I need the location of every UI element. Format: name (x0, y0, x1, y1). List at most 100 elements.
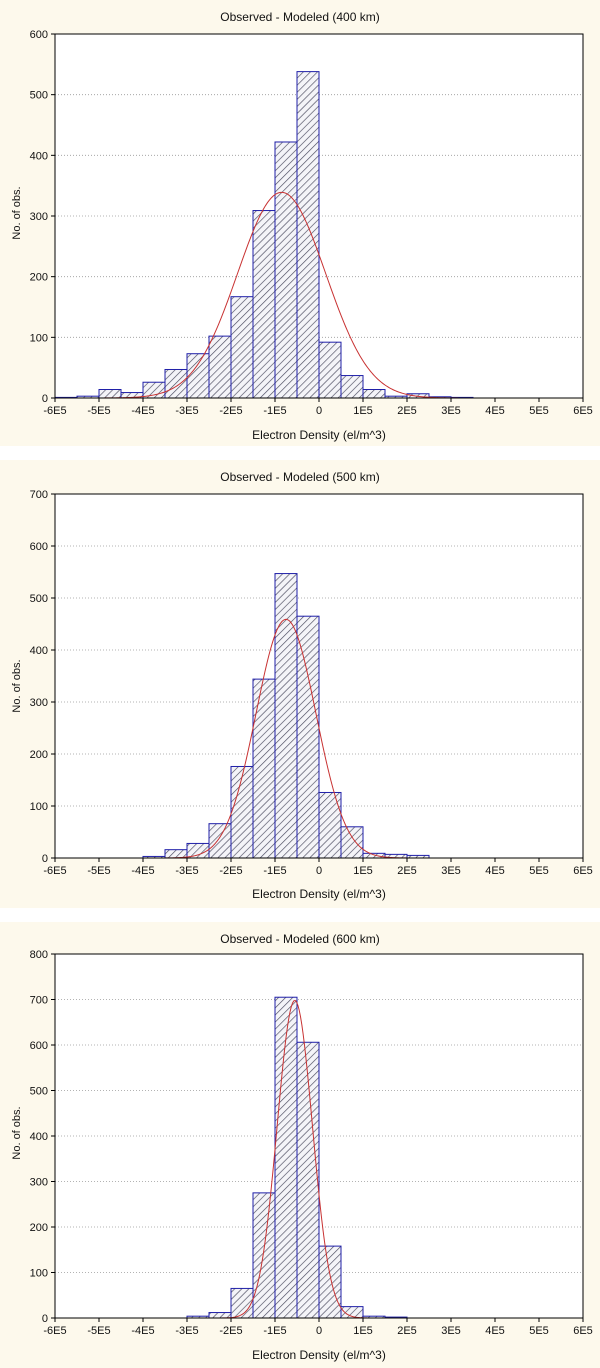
x-tick-label: -5E5 (87, 405, 110, 417)
chart-title: Observed - Modeled (400 km) (220, 10, 380, 24)
x-tick-label: 2E5 (397, 405, 417, 417)
x-tick-label: -2E5 (219, 865, 242, 877)
x-tick-label: 4E5 (485, 1325, 505, 1337)
x-tick-label: -2E5 (219, 1325, 242, 1337)
x-tick-label: 3E5 (441, 405, 461, 417)
x-tick-label: 0 (316, 865, 322, 877)
x-tick-label: 1E5 (353, 1325, 373, 1337)
y-tick-label: 600 (30, 29, 48, 41)
histogram-bar (142, 381, 166, 399)
histogram-bar (208, 335, 232, 399)
x-axis-label: Electron Density (el/m^3) (252, 1348, 386, 1362)
chart-title: Observed - Modeled (600 km) (220, 932, 380, 946)
histogram-bar (252, 210, 276, 399)
histogram-bar (230, 1287, 254, 1319)
histogram-bar (318, 791, 342, 859)
x-tick-label: -3E5 (175, 865, 198, 877)
chart-panel-400km: Observed - Modeled (400 km) 0 100 200 300 40… (0, 0, 600, 446)
x-tick-label: 3E5 (441, 865, 461, 877)
x-tick-label: -4E5 (131, 1325, 154, 1337)
x-tick-label: 3E5 (441, 1325, 461, 1337)
x-tick-label: -1E5 (263, 1325, 286, 1337)
y-tick-label: 300 (30, 697, 48, 709)
histogram-bar (230, 296, 254, 399)
y-tick-label: 200 (30, 1222, 48, 1234)
y-tick-label: 700 (30, 995, 48, 1007)
x-tick-label: 1E5 (353, 865, 373, 877)
histogram-bar (274, 141, 298, 399)
chart-panel-600km: Observed - Modeled (600 km) 0 100 200 300 40… (0, 922, 600, 1368)
histogram-bar (252, 1192, 276, 1319)
histogram-bar (340, 375, 364, 399)
y-tick-label: 500 (30, 90, 48, 102)
histogram-bar (252, 678, 276, 859)
x-tick-label: -5E5 (87, 1325, 110, 1337)
x-tick-label: 5E5 (529, 405, 549, 417)
y-tick-label: 400 (30, 645, 48, 657)
histogram-600km: 0 100 200 300 400 500 600 700 800 -6E5 -5E5 -4E5 -3E… (30, 949, 593, 1337)
histogram-bar (208, 1312, 232, 1319)
histogram-bar (340, 826, 364, 859)
histogram-bar (362, 389, 386, 399)
chart-panel-500km: Observed - Modeled (500 km) 0 100 200 300 40… (0, 460, 600, 908)
histogram-bar (186, 842, 210, 859)
histogram-bar (208, 823, 232, 859)
y-tick-label: 100 (30, 1268, 48, 1280)
x-tick-label: 5E5 (529, 1325, 549, 1337)
histogram-400km: 0 100 200 300 400 500 600 -6E5 -5E5 -4E5 -3E5 -2E5 -… (30, 29, 593, 417)
x-tick-label: -2E5 (219, 405, 242, 417)
x-axis-label: Electron Density (el/m^3) (252, 428, 386, 442)
y-tick-label: 100 (30, 801, 48, 813)
x-tick-label: 0 (316, 405, 322, 417)
plot-frame (54, 493, 584, 859)
x-tick-label: -6E5 (43, 405, 66, 417)
y-tick-label: 300 (30, 211, 48, 223)
x-tick-label: 5E5 (529, 865, 549, 877)
y-tick-label: 0 (42, 393, 48, 405)
histogram-bar (98, 389, 122, 399)
y-axis-label: No. of obs. (11, 1106, 23, 1160)
histogram-bar (230, 765, 254, 859)
x-axis-label: Electron Density (el/m^3) (252, 887, 386, 901)
x-tick-label: 6E5 (573, 405, 593, 417)
y-tick-label: 500 (30, 593, 48, 605)
x-tick-label: 6E5 (573, 1325, 593, 1337)
histogram-bar (164, 368, 188, 399)
histogram-500km: 0 100 200 300 400 500 600 700 -6E5 -5E5 -4E5 -3E5 -2… (30, 489, 593, 877)
x-tick-label: -1E5 (263, 865, 286, 877)
x-tick-label: -6E5 (43, 865, 66, 877)
histogram-bar (318, 1245, 342, 1319)
histogram-bar (274, 573, 298, 859)
x-tick-label: 4E5 (485, 405, 505, 417)
y-tick-label: 100 (30, 332, 48, 344)
plot-frame (54, 33, 584, 399)
y-tick-label: 0 (42, 1313, 48, 1325)
x-tick-label: -3E5 (175, 405, 198, 417)
y-tick-label: 0 (42, 853, 48, 865)
y-tick-label: 400 (30, 1131, 48, 1143)
x-tick-label: 2E5 (397, 1325, 417, 1337)
y-tick-label: 200 (30, 749, 48, 761)
histogram-bar (296, 71, 320, 399)
x-tick-label: -4E5 (131, 405, 154, 417)
y-tick-label: 800 (30, 949, 48, 961)
x-tick-label: -6E5 (43, 1325, 66, 1337)
y-tick-label: 200 (30, 272, 48, 284)
y-axis-label: No. of obs. (11, 659, 23, 713)
y-tick-label: 500 (30, 1086, 48, 1098)
histogram-bar (186, 353, 210, 399)
x-tick-label: -1E5 (263, 405, 286, 417)
x-tick-label: 6E5 (573, 865, 593, 877)
histogram-bar (362, 852, 386, 859)
plot-frame (54, 953, 584, 1319)
y-tick-label: 600 (30, 541, 48, 553)
chart-title: Observed - Modeled (500 km) (220, 470, 380, 484)
y-tick-label: 600 (30, 1040, 48, 1052)
histogram-bar (274, 996, 298, 1319)
histogram-bar (296, 1041, 320, 1319)
x-tick-label: 2E5 (397, 865, 417, 877)
histogram-bar (318, 341, 342, 399)
y-axis-label: No. of obs. (11, 186, 23, 240)
y-tick-label: 400 (30, 150, 48, 162)
x-tick-label: 0 (316, 1325, 322, 1337)
